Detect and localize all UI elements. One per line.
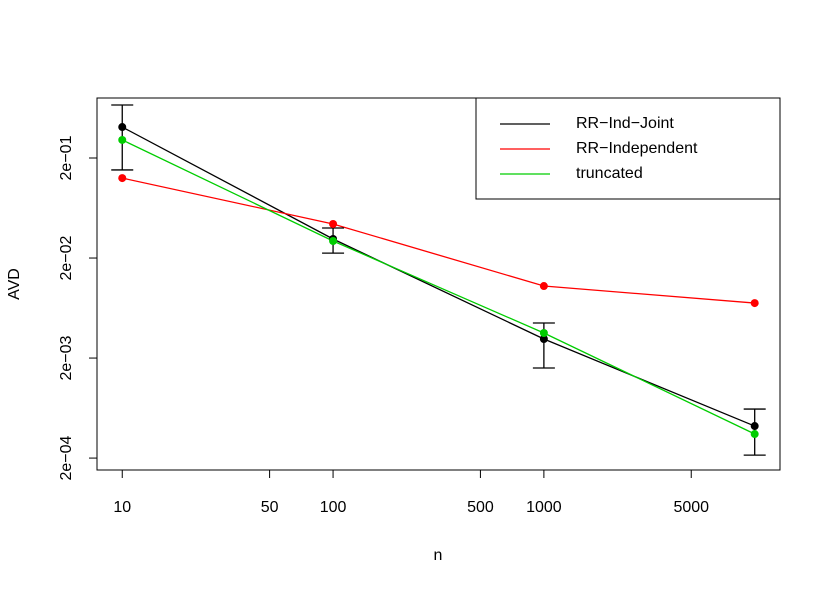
point: [750, 299, 759, 308]
point: [118, 135, 127, 144]
legend-label: truncated: [576, 165, 643, 182]
legend-label: RR−Independent: [576, 140, 698, 157]
point: [539, 335, 548, 344]
y-axis-label: AVD: [6, 268, 23, 300]
x-axis-label: n: [434, 547, 443, 564]
point: [329, 236, 338, 245]
point: [750, 422, 759, 431]
point: [329, 219, 338, 228]
x-tick-label: 500: [467, 499, 494, 516]
x-tick-label: 1000: [526, 499, 562, 516]
x-tick-label: 10: [113, 499, 131, 516]
point: [118, 123, 127, 132]
y-tick-label: 2e−04: [58, 436, 75, 481]
plot-box: [96, 97, 781, 471]
series-line: [121, 126, 755, 427]
point: [539, 282, 548, 291]
legend-label: RR−Ind−Joint: [576, 115, 674, 132]
series-line: [122, 177, 755, 304]
x-tick-label: 50: [261, 499, 279, 516]
x-tick-label: 5000: [673, 499, 709, 516]
point: [750, 430, 759, 439]
point: [118, 174, 127, 183]
y-tick-label: 2e−01: [58, 135, 75, 180]
x-tick-label: 100: [320, 499, 347, 516]
y-tick-label: 2e−02: [58, 235, 75, 280]
y-tick-label: 2e−03: [58, 335, 75, 380]
series-line: [121, 139, 755, 435]
point: [539, 329, 548, 338]
